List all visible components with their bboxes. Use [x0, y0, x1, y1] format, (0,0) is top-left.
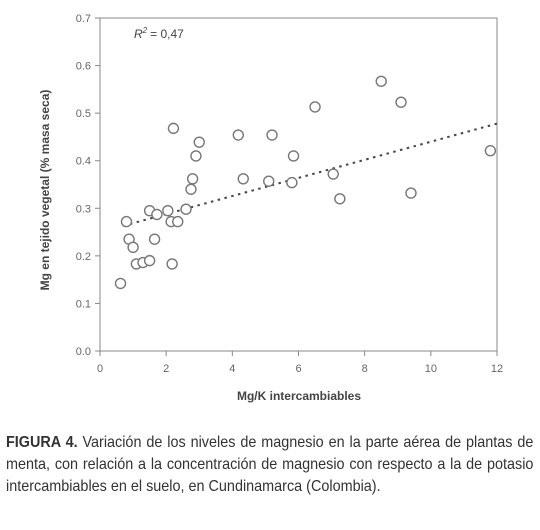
data-point	[286, 176, 298, 189]
data-point	[193, 136, 205, 148]
data-point	[120, 215, 133, 228]
y-tick-label: 0.1	[76, 298, 91, 310]
data-point	[266, 129, 278, 141]
data-point	[327, 168, 339, 180]
trendline-path	[122, 122, 498, 227]
scatter-chart: 0.0 0.1 0.2 0.3 0.4 0.5 0.6 0.7 0 2 4 6 8 10 12 R2 = 0…	[38, 13, 503, 403]
figure-caption: FIGURA 4. Variación de los niveles de ma…	[6, 432, 533, 498]
x-axis-title: Mg/K intercambiables	[237, 389, 361, 403]
x-axis-ticks: 0 2 4 6 8 10 12	[97, 351, 503, 375]
x-tick-label: 0	[97, 363, 103, 375]
data-point	[180, 203, 192, 215]
data-point	[237, 173, 249, 185]
data-point	[263, 175, 275, 187]
data-point	[395, 96, 407, 108]
y-tick-label: 0.2	[76, 251, 91, 263]
data-point	[166, 258, 178, 270]
y-tick-label: 0.3	[76, 203, 91, 215]
data-point	[232, 129, 244, 141]
x-tick-label: 12	[491, 363, 503, 375]
data-point	[375, 75, 387, 87]
y-tick-label: 0.4	[76, 156, 91, 168]
data-point	[484, 145, 497, 157]
y-tick-label: 0.0	[76, 346, 91, 358]
data-point	[162, 204, 174, 217]
data-point	[405, 187, 417, 199]
x-tick-label: 10	[425, 363, 437, 375]
data-point	[309, 101, 321, 113]
y-axis-ticks: 0.0 0.1 0.2 0.3 0.4 0.5 0.6 0.7	[76, 13, 100, 358]
data-point	[172, 215, 184, 228]
trendline	[122, 122, 498, 227]
data-point	[167, 122, 180, 135]
x-tick-label: 6	[295, 363, 301, 375]
data-point	[151, 208, 163, 221]
y-tick-label: 0.5	[76, 108, 91, 120]
x-tick-label: 2	[163, 363, 169, 375]
y-tick-label: 0.7	[76, 13, 91, 25]
data-point	[334, 193, 346, 205]
data-point	[185, 183, 197, 195]
data-point	[287, 150, 300, 162]
data-point	[114, 277, 127, 290]
caption-text: Variación de los niveles de magnesio en …	[6, 434, 534, 495]
plot-frame	[99, 17, 498, 352]
data-point	[148, 233, 161, 245]
x-tick-label: 4	[229, 363, 235, 375]
plot-area	[99, 17, 498, 352]
data-point	[190, 150, 202, 162]
r-squared-annotation: R2 = 0,47	[134, 26, 184, 41]
y-tick-label: 0.6	[76, 61, 91, 73]
data-point	[143, 254, 156, 267]
data-point	[127, 241, 139, 253]
figure-label: FIGURA 4.	[6, 434, 78, 451]
data-points	[114, 75, 497, 290]
x-tick-label: 8	[362, 363, 368, 375]
data-point	[186, 173, 199, 185]
y-axis-title: Mg en tejido vegetal (% masa seca)	[38, 90, 52, 291]
